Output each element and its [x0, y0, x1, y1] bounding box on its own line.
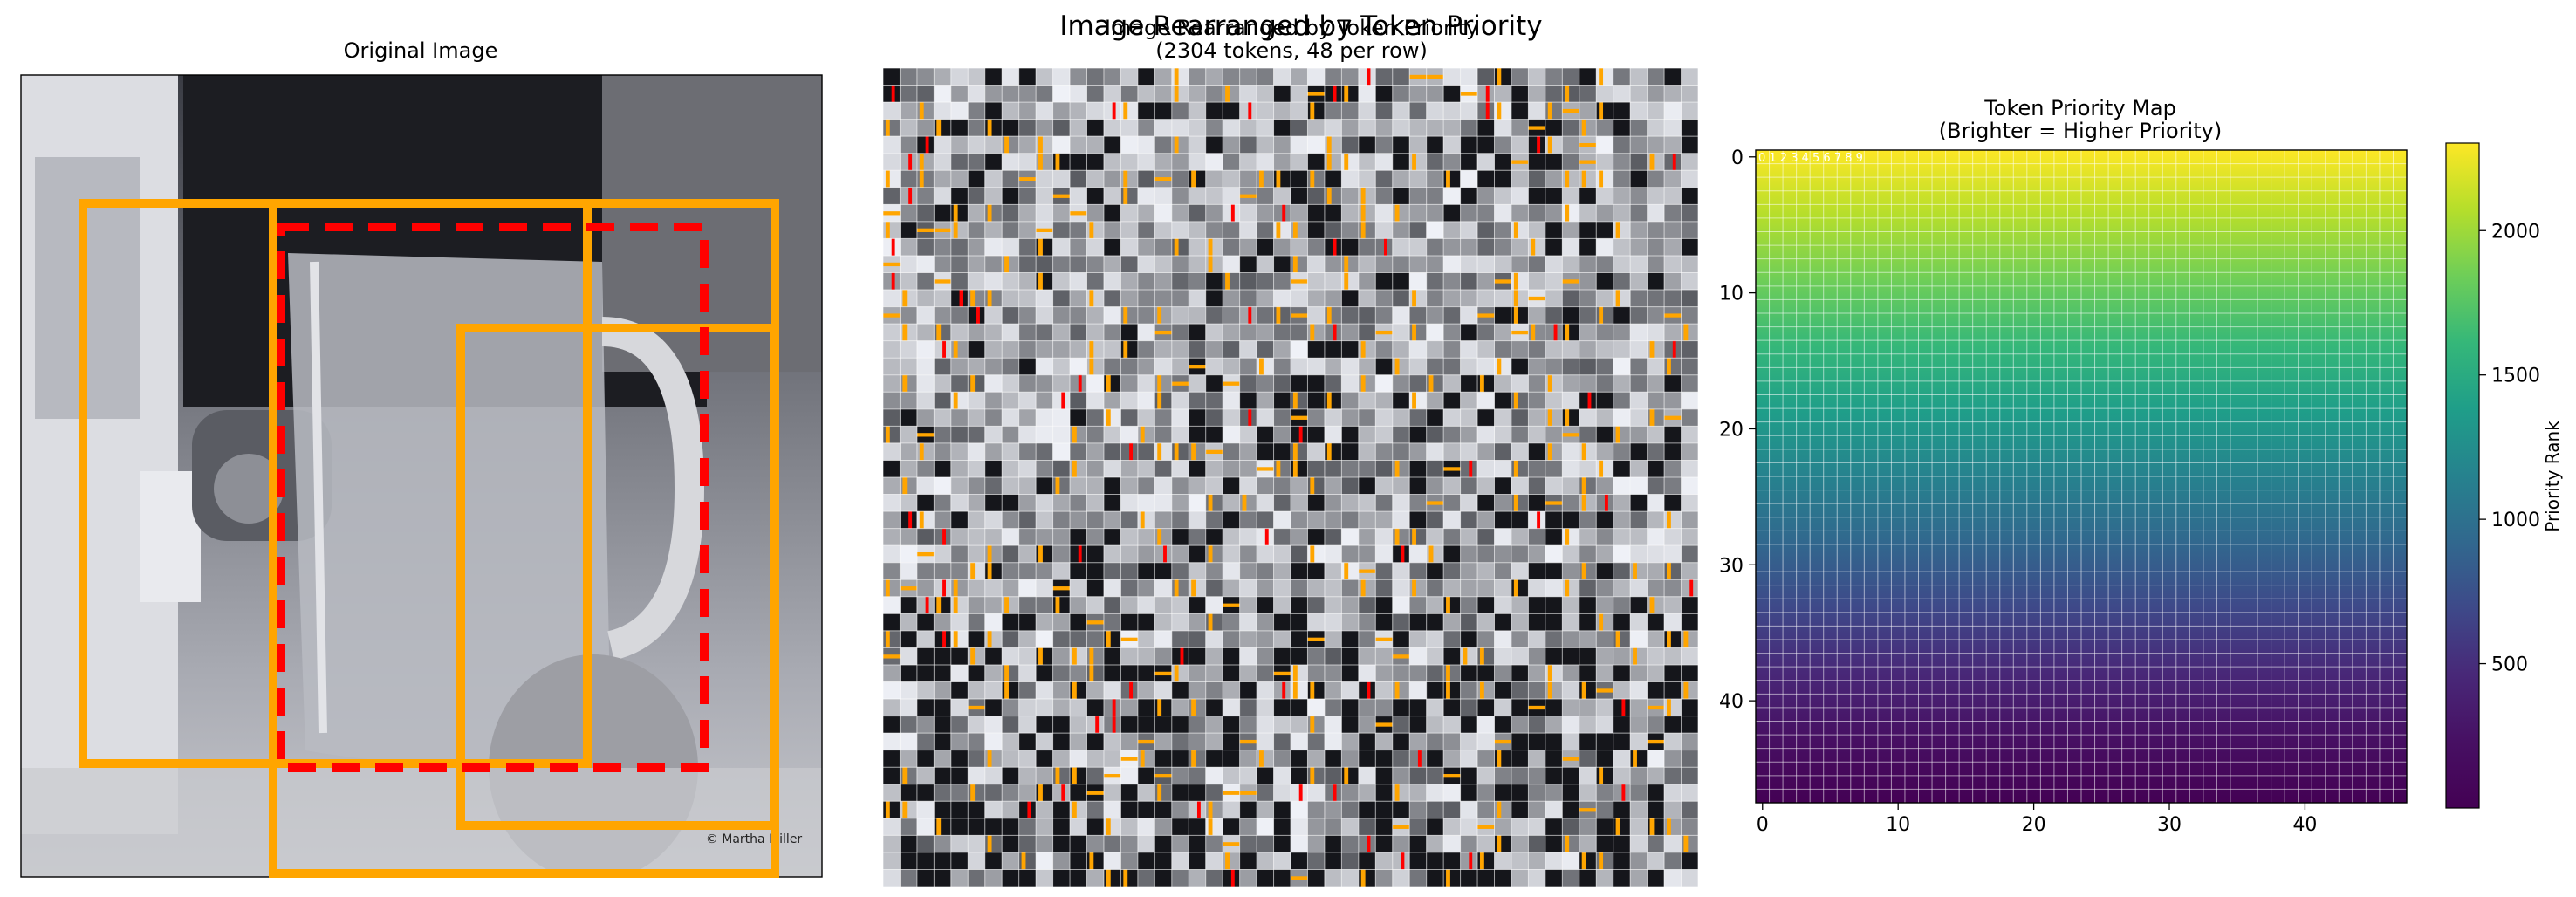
- colorbar-tick-label: 1000: [2491, 510, 2540, 531]
- y-tick-label: 0: [1731, 147, 1744, 169]
- rearranged-title-line2: (2304 tokens, 48 per row): [1155, 38, 1428, 63]
- rearranged-token-mosaic: [883, 68, 1698, 887]
- priority-map-panel: Token Priority Map (Brighter = Higher Pr…: [1719, 96, 2563, 836]
- y-tick-label: 30: [1719, 555, 1744, 577]
- heatmap-axes: 0 10 20 30 40 0 10 20 30 40: [1719, 147, 2317, 836]
- priority-map-title-line2: (Brighter = Higher Priority): [1939, 119, 2222, 143]
- colorbar-label: Priority Rank: [2542, 421, 2563, 532]
- original-image-title: Original Image: [344, 38, 498, 63]
- original-image-panel: Original Image © Martha Miller: [20, 38, 823, 878]
- colorbar-tick-label: 1500: [2491, 366, 2540, 387]
- figure-suptitle: Image Rearranged by Token Priority: [1059, 10, 1542, 42]
- y-tick-label: 20: [1719, 419, 1744, 441]
- x-tick-label: 10: [1886, 814, 1910, 836]
- heatmap-overlay-digits: 0 1 2 3 4 5 6 7 8 9: [1758, 152, 1863, 165]
- photo-watermark: © Martha Miller: [706, 832, 803, 846]
- x-tick-label: 20: [2022, 814, 2046, 836]
- orange-box-right: [456, 324, 778, 830]
- colorbar: [2445, 142, 2480, 809]
- rearranged-title-line1: Image Rearranged by Token Priority: [1105, 16, 1478, 40]
- colorbar-axis: 500 1000 1500 2000: [2479, 221, 2540, 676]
- colorbar-tick-label: 2000: [2491, 221, 2540, 243]
- heatmap-gridlines: [1756, 150, 2407, 803]
- priority-map-title-line1: Token Priority Map: [1983, 96, 2176, 120]
- colorbar-tick-label: 500: [2491, 654, 2528, 676]
- x-tick-label: 40: [2292, 814, 2317, 836]
- original-photo: © Martha Miller: [21, 75, 822, 877]
- x-tick-label: 0: [1757, 814, 1769, 836]
- y-tick-label: 40: [1719, 691, 1744, 713]
- red-dashed-box: [277, 223, 709, 772]
- heatmap-frame: [1755, 149, 2408, 804]
- x-tick-label: 30: [2157, 814, 2182, 836]
- rearranged-panel: Image Rearranged by Token Priority (2304…: [883, 16, 1698, 887]
- y-tick-label: 10: [1719, 284, 1744, 305]
